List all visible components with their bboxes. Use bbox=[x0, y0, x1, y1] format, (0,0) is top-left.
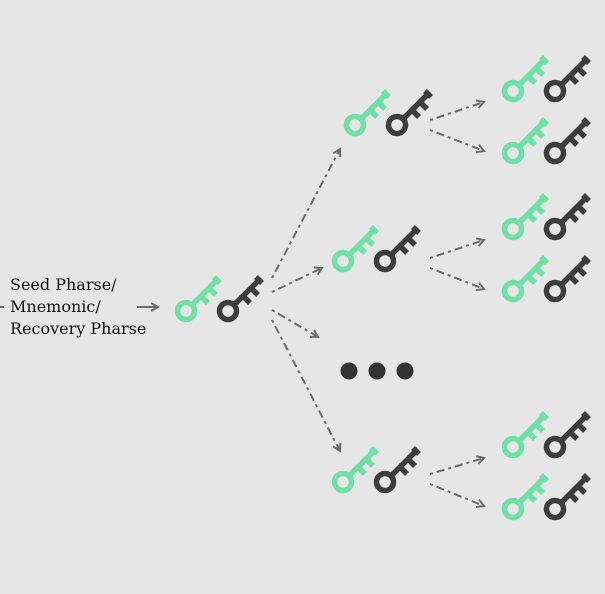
grandchild-key-pair-1-2 bbox=[505, 119, 590, 162]
grandchild-key-pair-3-2 bbox=[505, 475, 590, 518]
public-key-icon bbox=[505, 57, 548, 100]
seed-label-line-2: Mnemonic/ bbox=[10, 297, 101, 316]
root-key-pair bbox=[178, 277, 263, 320]
child-key-pair-1 bbox=[347, 91, 432, 134]
private-key-icon bbox=[547, 475, 590, 518]
private-key-icon bbox=[220, 277, 263, 320]
public-key-icon bbox=[335, 227, 378, 270]
arrow-to-child-3 bbox=[271, 319, 340, 451]
arrow-c2-g1 bbox=[429, 240, 484, 259]
arrow-c2-g2 bbox=[429, 267, 484, 289]
private-key-icon bbox=[547, 413, 590, 456]
arrow-c3-g2 bbox=[429, 483, 484, 506]
grandchild-key-pair-3-1 bbox=[505, 413, 590, 456]
public-key-icon bbox=[335, 448, 378, 491]
grandchild-key-pair-2-1 bbox=[505, 195, 590, 238]
seed-phrase-label: Seed Pharse/ Mnemonic/ Recovery Pharse bbox=[10, 274, 146, 340]
public-key-icon bbox=[505, 413, 548, 456]
public-key-icon bbox=[347, 91, 390, 134]
ellipsis-icon bbox=[340, 362, 414, 380]
arrow-to-child-2 bbox=[271, 268, 322, 293]
public-key-icon bbox=[505, 195, 548, 238]
arrow-c1-g2 bbox=[429, 129, 484, 151]
child-branch-arrows bbox=[429, 102, 484, 506]
private-key-icon bbox=[547, 57, 590, 100]
private-key-icon bbox=[377, 448, 420, 491]
private-key-icon bbox=[377, 227, 420, 270]
arrow-c3-g1 bbox=[429, 458, 484, 475]
private-key-icon bbox=[547, 257, 590, 300]
child-key-pair-2 bbox=[335, 227, 420, 270]
grandchild-key-pair-1-1 bbox=[505, 57, 590, 100]
private-key-icon bbox=[389, 91, 432, 134]
seed-label-line-1: Seed Pharse/ bbox=[10, 275, 117, 294]
child-key-pair-3 bbox=[335, 448, 420, 491]
public-key-icon bbox=[178, 277, 221, 320]
private-key-icon bbox=[547, 195, 590, 238]
root-branch-arrows bbox=[271, 149, 340, 451]
seed-label-line-3: Recovery Pharse bbox=[10, 319, 147, 338]
arrow-to-child-1 bbox=[271, 149, 340, 279]
arrow-to-child-more bbox=[271, 309, 318, 337]
private-key-icon bbox=[547, 119, 590, 162]
public-key-icon bbox=[505, 475, 548, 518]
public-key-icon bbox=[505, 119, 548, 162]
grandchild-key-pair-2-2 bbox=[505, 257, 590, 300]
public-key-icon bbox=[505, 257, 548, 300]
arrow-c1-g1 bbox=[429, 102, 484, 121]
